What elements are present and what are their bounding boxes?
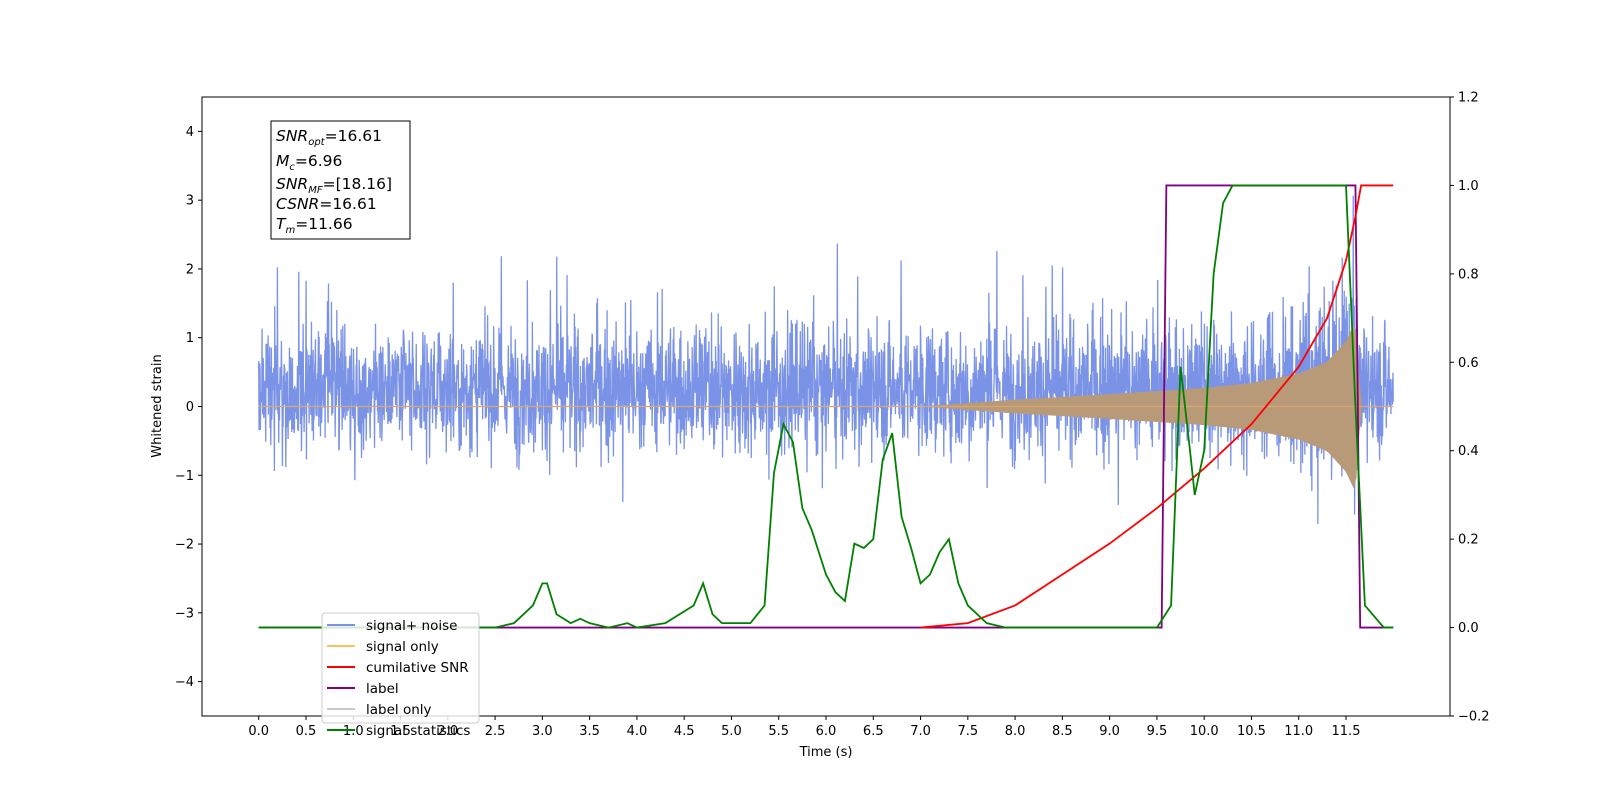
x-tick-label: 9.5 — [1147, 724, 1168, 739]
x-axis-label: Time (s) — [799, 745, 853, 760]
cumulative-snr-series — [920, 184, 1394, 629]
legend-label: signal statistics — [366, 723, 470, 739]
legend-item: label — [327, 681, 399, 697]
signal-statistics-series — [258, 184, 1394, 629]
left-y-tick-label: −4 — [175, 675, 194, 690]
snr-opt-text: SNRopt=16.61 — [276, 127, 382, 148]
legend-label: cumilative SNR — [366, 660, 469, 676]
right-y-axis-ticks: −0.2 0.0 0.2 0.4 0.6 0.8 1.0 1.2 — [1450, 91, 1490, 725]
left-y-tick-label: −1 — [175, 469, 194, 484]
right-y-tick-label: −0.2 — [1458, 710, 1490, 725]
x-tick-label: 4.0 — [627, 724, 648, 739]
plot-area — [258, 184, 1394, 629]
x-tick-label: 5.5 — [768, 724, 789, 739]
right-y-tick-label: 0.8 — [1458, 267, 1479, 282]
snr-opt-value: =16.61 — [325, 127, 382, 145]
x-tick-label: 2.5 — [485, 724, 506, 739]
legend: signal+ noise signal only cumilative SNR la… — [321, 612, 480, 739]
annotation-box: SNRopt=16.61 Mc=6.96 SNRMF=[18.16] CSNR=… — [270, 120, 411, 240]
legend-item: signal statistics — [327, 723, 470, 739]
tm-value: =11.66 — [295, 215, 352, 233]
mc-value: =6.96 — [295, 152, 343, 170]
legend-label: signal+ noise — [366, 618, 457, 634]
signal-noise-series — [258, 195, 1394, 524]
legend-label: signal only — [366, 639, 439, 655]
left-y-tick-label: 1 — [186, 331, 194, 346]
x-tick-label: 10.0 — [1190, 724, 1219, 739]
right-y-tick-label: 0.0 — [1458, 621, 1479, 636]
x-tick-label: 6.0 — [816, 724, 837, 739]
x-tick-label: 10.5 — [1237, 724, 1266, 739]
x-tick-label: 2.0 — [437, 724, 458, 739]
snr-mf-value: =[18.16] — [323, 175, 392, 193]
x-tick-label: 6.5 — [863, 724, 884, 739]
right-y-tick-label: 1.2 — [1458, 91, 1479, 106]
x-tick-label: 11.5 — [1332, 724, 1361, 739]
x-tick-label: 1.5 — [390, 724, 411, 739]
right-y-tick-label: 0.6 — [1458, 356, 1479, 371]
right-y-tick-label: 1.0 — [1458, 179, 1479, 194]
left-y-tick-label: −3 — [175, 606, 194, 621]
x-tick-label: 8.0 — [1005, 724, 1026, 739]
legend-item: signal+ noise — [327, 618, 457, 634]
x-tick-label: 4.5 — [674, 724, 695, 739]
tm-text: Tm=11.66 — [276, 215, 353, 236]
legend-label: label only — [366, 702, 432, 718]
x-tick-label: 3.0 — [532, 724, 553, 739]
x-axis-ticks: 0.0 0.5 1.0 1.5 2.0 2.5 3.0 3.5 4.0 4.5 5.0 5.5 6.0 6… — [248, 716, 1360, 739]
x-tick-label: 1.0 — [343, 724, 364, 739]
left-y-tick-label: 2 — [186, 262, 194, 277]
legend-item: label only — [327, 702, 432, 718]
csnr-text: CSNR=16.61 — [276, 195, 377, 213]
x-tick-label: 3.5 — [579, 724, 600, 739]
legend-item: signal only — [327, 639, 439, 655]
x-tick-label: 11.0 — [1284, 724, 1313, 739]
right-y-tick-label: 0.4 — [1458, 444, 1479, 459]
left-y-tick-label: −2 — [175, 538, 194, 553]
left-y-tick-label: 0 — [186, 400, 194, 415]
left-y-tick-label: 3 — [186, 194, 194, 209]
legend-label: label — [366, 681, 399, 697]
left-y-axis-ticks: −4 −3 −2 −1 0 1 2 3 4 — [175, 125, 202, 690]
left-y-tick-label: 4 — [186, 125, 194, 140]
left-y-axis-label: Whitened strain — [150, 354, 165, 457]
snr-mf-text: SNRMF=[18.16] — [276, 175, 392, 196]
legend-item: cumilative SNR — [327, 660, 469, 676]
legend-frame — [321, 612, 480, 724]
x-tick-label: 5.0 — [721, 724, 742, 739]
x-tick-label: 0.5 — [296, 724, 317, 739]
right-y-tick-label: 0.2 — [1458, 533, 1479, 548]
x-tick-label: 9.0 — [1099, 724, 1120, 739]
mc-text: Mc=6.96 — [276, 152, 342, 173]
x-tick-label: 7.5 — [957, 724, 978, 739]
x-tick-label: 8.5 — [1052, 724, 1073, 739]
x-tick-label: 7.0 — [910, 724, 931, 739]
csnr-value: =16.61 — [319, 195, 376, 213]
x-tick-label: 0.0 — [248, 724, 269, 739]
